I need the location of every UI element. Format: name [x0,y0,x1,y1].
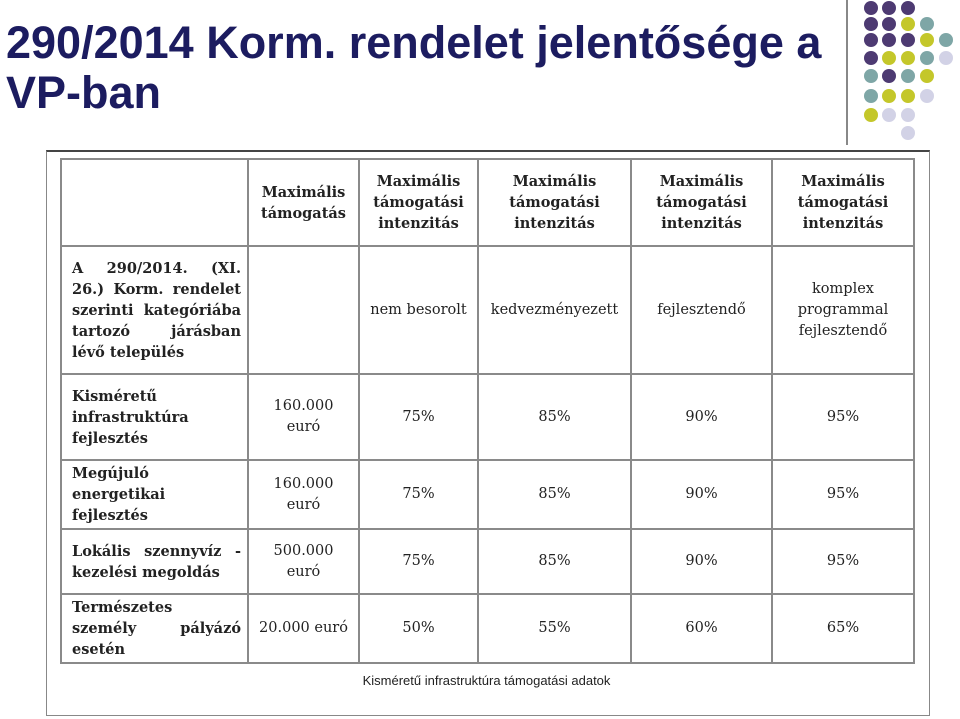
decorative-dot [864,51,878,65]
intensity-cell: 85% [477,373,632,461]
max-support-cell: 500.000 euró [247,528,360,595]
intensity-cell: 90% [630,459,773,530]
intensity-cell: 50% [358,593,479,664]
intensity-cell: 90% [630,528,773,595]
intensity-cell: 65% [771,593,915,664]
max-support-cell: 160.000 euró [247,459,360,530]
intensity-cell: 95% [771,528,915,595]
slide-title: 290/2014 Korm. rendelet jelentősége a VP… [6,17,822,118]
decorative-dot [864,69,878,83]
category-row-label: A 290/2014. (XI. 26.) Korm. rendelet sze… [60,245,249,375]
row-label: Kisméretű infrastruktúra fejlesztés [60,373,249,461]
decorative-dot [920,69,934,83]
header-empty-cell [60,158,249,247]
decorative-dot [920,17,934,31]
decorative-dot [864,108,878,122]
support-table: Maximális támogatás Maximális támogatási… [60,158,915,664]
decorative-dot [939,33,953,47]
table-row: Megújuló energetikai fejlesztés 160.000 … [60,459,915,530]
decorative-dot [939,51,953,65]
decorative-dot [901,17,915,31]
decorative-dot [920,51,934,65]
decorative-dot [882,33,896,47]
category-cell: nem besorolt [358,245,479,375]
decorative-dot [882,1,896,15]
max-support-cell: 20.000 euró [247,593,360,664]
category-empty-cell [247,245,360,375]
max-support-cell: 160.000 euró [247,373,360,461]
decorative-dot [882,89,896,103]
intensity-cell: 85% [477,459,632,530]
decorative-dot [864,33,878,47]
decorative-dot [882,51,896,65]
table-row: Természetes személy pályázó esetén 20.00… [60,593,915,664]
row-label: Lokális szennyvíz - kezelési megoldás [60,528,249,595]
category-cell: fejlesztendő [630,245,773,375]
decorative-dot [901,108,915,122]
table-header-row: Maximális támogatás Maximális támogatási… [60,158,915,247]
decorative-dot [882,17,896,31]
row-label: Természetes személy pályázó esetén [60,593,249,664]
table-row: Kisméretű infrastruktúra fejlesztés 160.… [60,373,915,461]
table-row: Lokális szennyvíz - kezelési megoldás 50… [60,528,915,595]
decorative-dot [901,1,915,15]
category-cell: komplex programmal fejlesztendő [771,245,915,375]
header-intensity: Maximális támogatási intenzitás [477,158,632,247]
intensity-cell: 60% [630,593,773,664]
decorative-dot [901,51,915,65]
decorative-dot [901,126,915,140]
decorative-dot [920,89,934,103]
intensity-cell: 75% [358,528,479,595]
decorative-dot [864,17,878,31]
intensity-cell: 90% [630,373,773,461]
intensity-cell: 85% [477,528,632,595]
header-intensity: Maximális támogatási intenzitás [358,158,479,247]
intensity-cell: 75% [358,459,479,530]
decorative-dot [901,33,915,47]
intensity-cell: 95% [771,459,915,530]
decorative-dot [882,108,896,122]
header-intensity: Maximális támogatási intenzitás [771,158,915,247]
category-cell: kedvezményezett [477,245,632,375]
title-divider-line [846,0,848,145]
header-intensity: Maximális támogatási intenzitás [630,158,773,247]
decorative-dot [864,1,878,15]
decorative-dot [920,33,934,47]
category-row: A 290/2014. (XI. 26.) Korm. rendelet sze… [60,245,915,375]
decorative-dot [864,89,878,103]
intensity-cell: 75% [358,373,479,461]
intensity-cell: 95% [771,373,915,461]
decorative-dot [882,69,896,83]
decorative-dot [901,69,915,83]
header-max-support: Maximális támogatás [247,158,360,247]
row-label: Megújuló energetikai fejlesztés [60,459,249,530]
decorative-dot [901,89,915,103]
intensity-cell: 55% [477,593,632,664]
table-caption: Kisméretű infrastruktúra támogatási adat… [362,673,611,688]
